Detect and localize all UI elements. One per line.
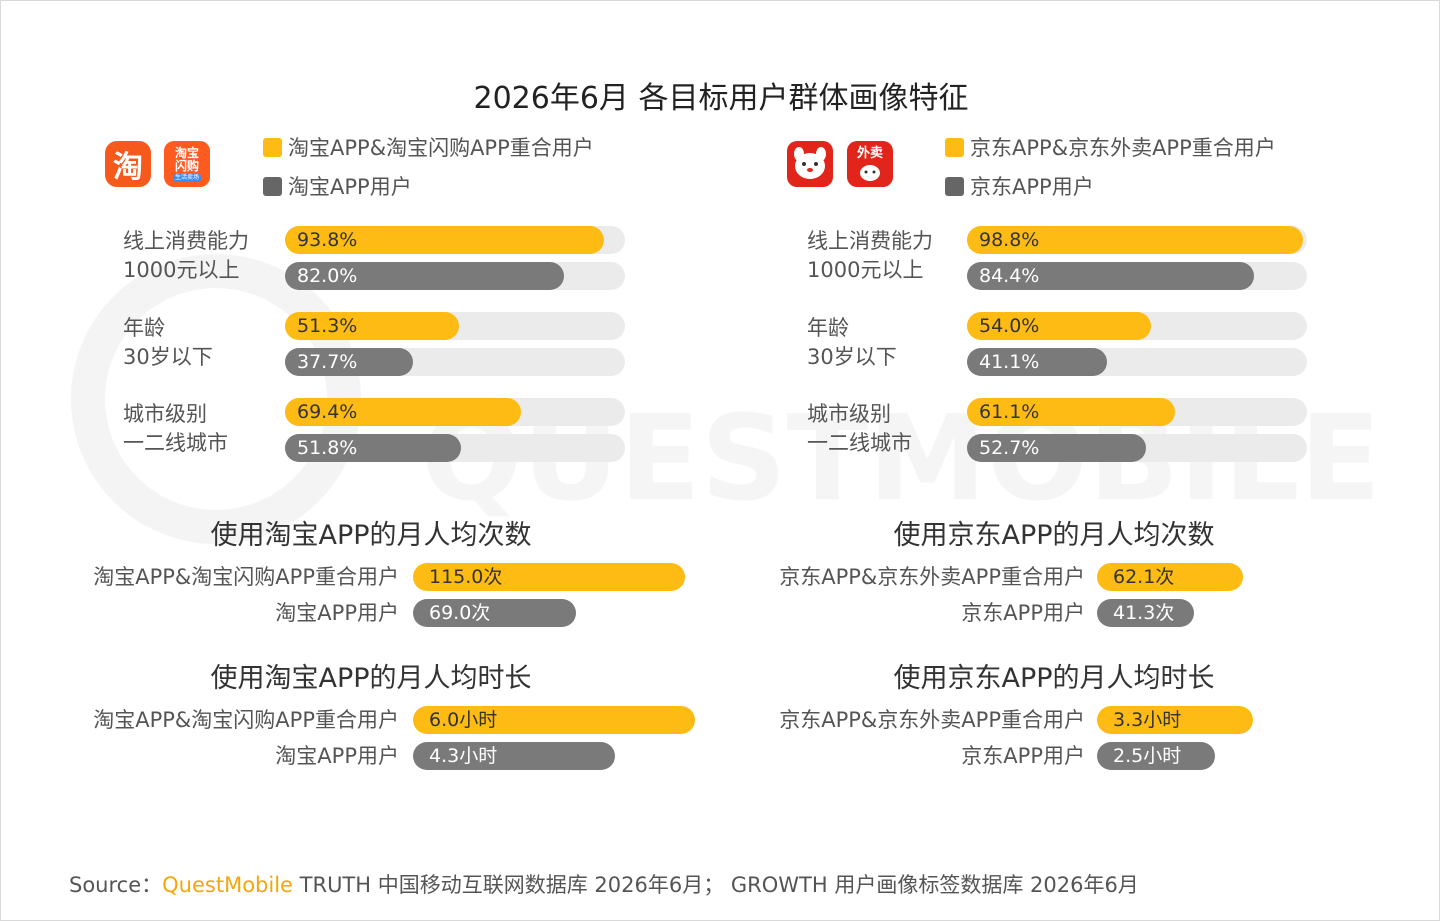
- profile-label-city-jd: 城市级别 一二线城市: [807, 400, 912, 458]
- subtitle-jd-count: 使用京东APP的月人均次数: [893, 520, 1215, 551]
- profile-label-line2: 1000元以上: [123, 258, 240, 282]
- bar-jd-base-0: [967, 262, 1254, 290]
- jd-waimai-dog-icon: [860, 164, 880, 181]
- legend-taobao-overlap-label: 淘宝APP&淘宝闪购APP重合用户: [288, 136, 594, 160]
- usage-bar-value-label: 62.1次: [1113, 566, 1175, 588]
- profile-label-age-jd: 年龄 30岁以下: [807, 314, 897, 372]
- profile-label-line2: 一二线城市: [123, 431, 228, 455]
- taobao-shangou-logo-line1: 淘宝: [174, 145, 199, 160]
- profile-label-age-taobao: 年龄 30岁以下: [123, 314, 213, 372]
- legend-swatch-gray: [263, 176, 282, 196]
- usage-category-label: 京东APP&京东外卖APP重合用户: [779, 708, 1085, 732]
- usage-bar-value-label: 69.0次: [429, 602, 491, 624]
- bar-value-label: 51.8%: [297, 437, 358, 459]
- legend-swatch-yellow: [945, 137, 964, 157]
- legend-taobao-overlap: 淘宝APP&淘宝闪购APP重合用户: [263, 132, 594, 162]
- usage-bar-jd-time-1: [1097, 742, 1215, 770]
- profile-label-spend-taobao: 线上消费能力 1000元以上: [123, 227, 249, 285]
- usage-bar-jd-count-1: [1097, 599, 1194, 627]
- profile-label-spend-jd: 线上消费能力 1000元以上: [807, 227, 933, 285]
- source-text: TRUTH 中国移动互联网数据库 2026年6月； GROWTH 用户画像标签数…: [292, 873, 1139, 897]
- bar-value-label: 41.1%: [979, 351, 1040, 373]
- legend-jd-base: 京东APP用户: [945, 171, 1094, 201]
- bar-jd-overlap-2: [967, 398, 1175, 426]
- profile-label-city-taobao: 城市级别 一二线城市: [123, 400, 228, 458]
- source-brand: QuestMobile: [162, 873, 293, 897]
- bar-value-label: 69.4%: [297, 401, 358, 423]
- profile-label-line1: 线上消费能力: [123, 229, 249, 253]
- source-prefix: Source：: [69, 873, 163, 897]
- taobao-shangou-logo-line2: 闪购: [174, 158, 199, 173]
- usage-category-label: 淘宝APP用户: [275, 601, 399, 625]
- legend-taobao-base: 淘宝APP用户: [263, 171, 412, 201]
- profile-label-line2: 1000元以上: [807, 258, 924, 282]
- usage-category-label: 淘宝APP用户: [275, 744, 399, 768]
- profile-label-line1: 年龄: [123, 316, 165, 340]
- legend-swatch-yellow: [263, 137, 282, 157]
- usage-category-label: 京东APP用户: [961, 744, 1085, 768]
- bar-jd-overlap-1: [967, 312, 1151, 340]
- legend-taobao-base-label: 淘宝APP用户: [288, 175, 412, 199]
- usage-bar-value-label: 115.0次: [429, 566, 503, 588]
- bar-taobao-overlap-0: [285, 226, 604, 254]
- bar-value-label: 61.1%: [979, 401, 1040, 423]
- profile-label-line1: 线上消费能力: [807, 229, 933, 253]
- profile-label-line2: 一二线城市: [807, 431, 912, 455]
- bar-jd-base-1: [967, 348, 1107, 376]
- usage-bar-taobao-count-1: [413, 599, 576, 627]
- usage-bar-value-label: 6.0小时: [429, 709, 498, 731]
- source-note: Source：QuestMobile TRUTH 中国移动互联网数据库 2026…: [69, 869, 1139, 899]
- bar-value-label: 52.7%: [979, 437, 1040, 459]
- legend-swatch-gray: [945, 176, 964, 196]
- subtitle-jd-time: 使用京东APP的月人均时长: [893, 663, 1215, 694]
- bar-value-label: 37.7%: [297, 351, 358, 373]
- bar-value-label: 84.4%: [979, 265, 1040, 287]
- usage-bar-jd-count-0: [1097, 563, 1243, 591]
- bar-jd-base-2: [967, 434, 1146, 462]
- bar-value-label: 54.0%: [979, 315, 1040, 337]
- bar-jd-overlap-0: [967, 226, 1303, 254]
- bar-taobao-base-2: [285, 434, 461, 462]
- usage-category-label: 淘宝APP&淘宝闪购APP重合用户: [93, 708, 399, 732]
- bar-value-label: 98.8%: [979, 229, 1040, 251]
- profile-label-line2: 30岁以下: [123, 345, 213, 369]
- jd-waimai-logo-text: 外卖: [856, 145, 883, 161]
- bar-taobao-base-1: [285, 348, 413, 376]
- profile-label-line1: 城市级别: [807, 402, 891, 426]
- legend-jd-overlap: 京东APP&京东外卖APP重合用户: [945, 132, 1276, 162]
- subtitle-taobao-time: 使用淘宝APP的月人均时长: [210, 663, 532, 694]
- usage-bar-taobao-time-1: [413, 742, 615, 770]
- taobao-logo-text: 淘: [113, 150, 143, 185]
- usage-bar-value-label: 3.3小时: [1113, 709, 1182, 731]
- usage-bar-jd-time-0: [1097, 706, 1253, 734]
- bar-value-label: 82.0%: [297, 265, 358, 287]
- taobao-shangou-logo-tag: 生活卖场: [172, 173, 201, 182]
- bar-taobao-overlap-2: [285, 398, 521, 426]
- usage-category-label: 淘宝APP&淘宝闪购APP重合用户: [93, 565, 399, 589]
- subtitle-taobao-count: 使用淘宝APP的月人均次数: [210, 520, 532, 551]
- bar-taobao-overlap-1: [285, 312, 459, 340]
- taobao-logo: 淘: [105, 141, 151, 187]
- bar-value-label: 51.3%: [297, 315, 358, 337]
- jd-dog-face: [794, 147, 826, 179]
- usage-bar-taobao-count-0: [413, 563, 685, 591]
- usage-bar-value-label: 2.5小时: [1113, 745, 1182, 767]
- usage-bar-value-label: 41.3次: [1113, 602, 1175, 624]
- bar-taobao-base-0: [285, 262, 564, 290]
- jd-dog-icon: [787, 141, 833, 187]
- legend-jd-base-label: 京东APP用户: [970, 175, 1094, 199]
- usage-bar-taobao-time-0: [413, 706, 695, 734]
- usage-category-label: 京东APP用户: [961, 601, 1085, 625]
- jd-waimai-logo: 外卖: [847, 141, 893, 187]
- usage-bar-value-label: 4.3小时: [429, 745, 498, 767]
- profile-label-line1: 年龄: [807, 316, 849, 340]
- profile-label-line2: 30岁以下: [807, 345, 897, 369]
- legend-jd-overlap-label: 京东APP&京东外卖APP重合用户: [970, 136, 1276, 160]
- taobao-shangou-logo: 淘宝 闪购 生活卖场: [164, 141, 210, 187]
- usage-category-label: 京东APP&京东外卖APP重合用户: [779, 565, 1085, 589]
- page-title: 2026年6月 各目标用户群体画像特征: [473, 81, 969, 116]
- bar-value-label: 93.8%: [297, 229, 358, 251]
- profile-label-line1: 城市级别: [123, 402, 207, 426]
